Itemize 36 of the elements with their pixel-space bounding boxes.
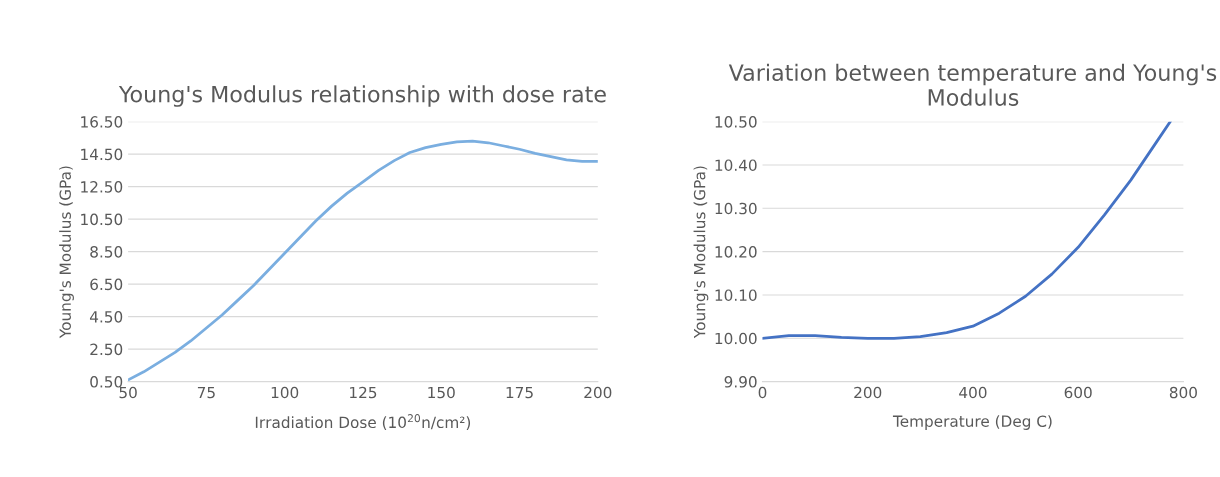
y-tick-label: 10.00 [715, 332, 757, 345]
x-axis-title: Temperature (Deg C) [892, 415, 1052, 430]
line-series [762, 121, 1172, 340]
y-tick-label: 10.50 [81, 213, 123, 226]
y-tick-label: 2.50 [90, 343, 123, 356]
y-tick-label: 9.90 [724, 376, 757, 388]
y-tick-label: 8.50 [90, 246, 123, 258]
x-tick-label: 100 [271, 386, 299, 399]
x-tick-label: 0 [758, 386, 767, 399]
y-tick-label: 10.30 [715, 202, 757, 215]
x-tick-label: 175 [506, 386, 533, 399]
y-tick-label: 10.20 [715, 246, 757, 258]
x-tick-label: 600 [1064, 386, 1092, 399]
y-tick-label: 0.50 [90, 376, 123, 388]
chart-title: Variation between temperature and Young's Modulus [728, 63, 1217, 106]
x-tick-label: 200 [854, 386, 882, 399]
y-tick-label: 10.10 [715, 289, 757, 301]
y-tick-label: 6.50 [90, 278, 123, 291]
y-tick-label: 10.40 [715, 159, 757, 171]
y-tick-label: 10.50 [715, 116, 757, 128]
y-axis-title: Young's Modulus (GPa) [59, 166, 74, 339]
y-tick-label: 14.50 [81, 148, 123, 161]
line-series [128, 139, 598, 382]
x-tick-label: 200 [584, 386, 612, 399]
y-tick-label: 16.50 [81, 116, 123, 128]
x-tick-label: 400 [959, 386, 987, 399]
chart-title: Young's Modulus relationship with dose rate [118, 85, 606, 107]
y-axis-title: Young's Modulus (GPa) [693, 166, 709, 339]
x-tick-label: 150 [428, 386, 455, 399]
x-tick-label: 800 [1169, 386, 1197, 399]
x-tick-label: 75 [197, 386, 215, 399]
x-tick-label: 125 [350, 386, 377, 399]
y-tick-label: 12.50 [81, 181, 123, 193]
x-tick-label: 50 [119, 386, 137, 399]
x-axis-title: Irradiation Dose (10$^{20}$n/cm²) [255, 414, 471, 430]
y-tick-label: 4.50 [89, 311, 123, 323]
